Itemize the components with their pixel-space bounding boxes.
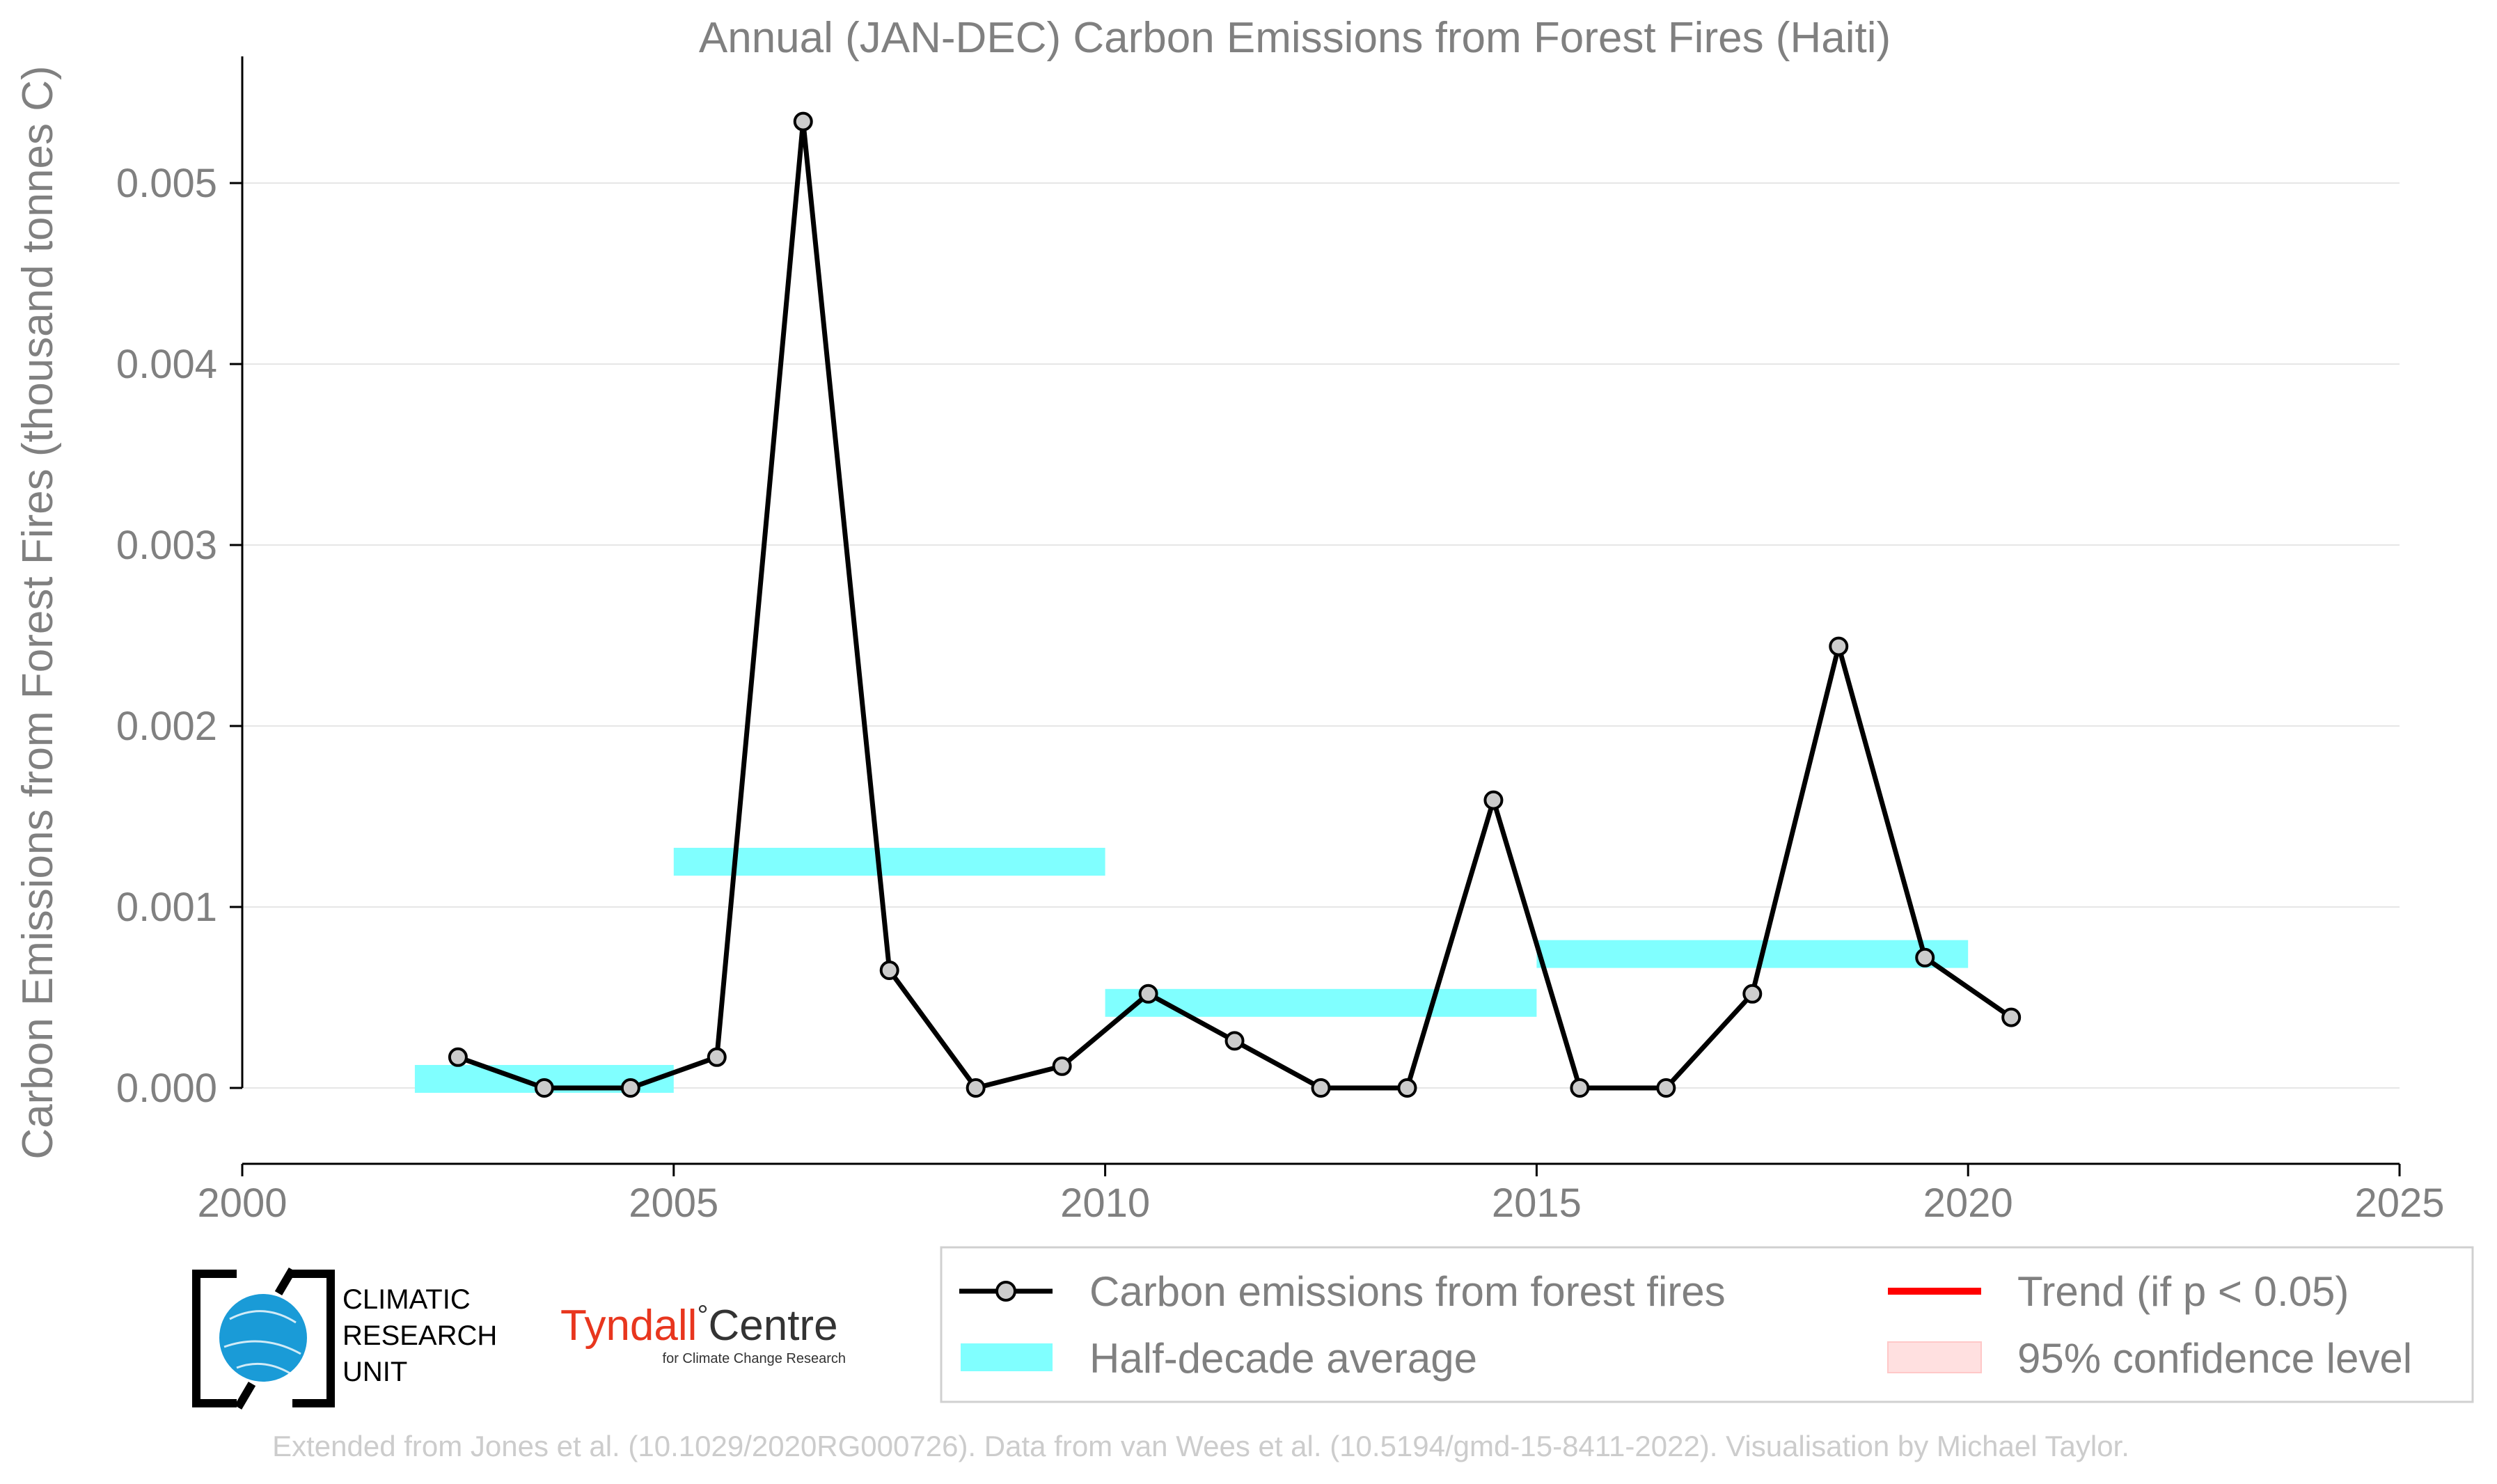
tyndall-logo: Tyndall°Centre for Climate Change Resear… — [560, 1300, 846, 1366]
axes: 0.000 0.001 0.002 0.003 0.004 0.005 2000 2005 20… — [116, 56, 2445, 1226]
emissions-point-11 — [1397, 1078, 1417, 1098]
y-tick-label-5: 0.005 — [116, 161, 217, 206]
x-tick-label-3: 2015 — [1492, 1181, 1582, 1226]
cru-text-line-2: RESEARCH — [342, 1320, 497, 1351]
y-tick-label-0: 0.000 — [116, 1066, 217, 1111]
legend-label-trend: Trend (if p < 0.05) — [2017, 1268, 2349, 1315]
emissions-point-8 — [1138, 984, 1158, 1004]
grid-lines — [242, 182, 2400, 1089]
y-tick-label-4: 0.004 — [116, 342, 217, 387]
credit-text: Extended from Jones et al. (10.1029/2020… — [272, 1430, 2129, 1462]
emissions-point-5 — [879, 961, 899, 980]
legend-half-decade-swatch — [961, 1343, 1053, 1371]
emissions-point-13 — [1570, 1078, 1590, 1098]
cru-logo: CLIMATIC RESEARCH UNIT — [192, 1267, 497, 1410]
cru-bracket-slash-bottom — [234, 1381, 256, 1410]
tyndall-degree: ° — [697, 1300, 708, 1331]
legend-marker-swatch — [995, 1281, 1016, 1302]
emissions-point-9 — [1224, 1031, 1245, 1051]
emissions-series — [448, 111, 2022, 1098]
emissions-point-2 — [620, 1078, 640, 1098]
x-tick-label-4: 2020 — [1923, 1181, 2013, 1226]
x-tick-label-5: 2025 — [2354, 1181, 2444, 1226]
emissions-point-10 — [1311, 1078, 1331, 1098]
y-axis-label: Carbon Emissions from Forest Fires (thou… — [14, 65, 62, 1159]
legend-label-half-decade: Half-decade average — [1089, 1335, 1477, 1382]
x-tick-label-1: 2005 — [629, 1181, 718, 1226]
legend-box — [940, 1246, 2474, 1403]
x-tick-label-2: 2010 — [1060, 1181, 1150, 1226]
legend-confidence-swatch — [1887, 1341, 1982, 1373]
half-decade-bar-3 — [1536, 940, 1969, 968]
emissions-point-18 — [2001, 1007, 2022, 1027]
cru-bracket-left-icon — [192, 1270, 237, 1407]
chart-title: Annual (JAN-DEC) Carbon Emissions from F… — [699, 14, 1891, 62]
cru-text-line-1: CLIMATIC — [342, 1284, 471, 1315]
emissions-point-7 — [1052, 1056, 1072, 1076]
y-tick-label-3: 0.003 — [116, 523, 217, 568]
cru-text-line-3: UNIT — [342, 1357, 407, 1387]
emissions-point-1 — [534, 1078, 554, 1098]
tyndall-subtitle: for Climate Change Research — [663, 1351, 846, 1366]
tyndall-name: Tyndall — [560, 1302, 697, 1350]
half-decade-bars — [414, 848, 1969, 1093]
legend-label-emissions: Carbon emissions from forest fires — [1089, 1268, 1726, 1315]
emissions-point-12 — [1483, 790, 1504, 810]
legend-label-confidence: 95% confidence level — [2017, 1335, 2412, 1382]
x-tick-label-0: 2000 — [197, 1181, 287, 1226]
emissions-point-17 — [1915, 947, 1935, 968]
emissions-point-4 — [793, 111, 813, 132]
legend: Carbon emissions from forest fires Half-… — [940, 1246, 2474, 1403]
globe-lines-icon — [223, 1310, 301, 1376]
emissions-point-14 — [1656, 1078, 1676, 1098]
emissions-point-15 — [1742, 984, 1763, 1004]
y-tick-label-2: 0.002 — [116, 704, 217, 749]
emissions-point-16 — [1829, 636, 1849, 656]
tyndall-wordmark: Tyndall°Centre — [560, 1300, 838, 1350]
y-tick-label-1: 0.001 — [116, 885, 217, 930]
emissions-point-6 — [966, 1078, 986, 1098]
half-decade-bar-1 — [673, 848, 1105, 876]
cru-bracket-slash-top — [274, 1267, 297, 1296]
emissions-point-0 — [448, 1047, 468, 1067]
globe-icon — [219, 1294, 307, 1382]
emissions-point-3 — [707, 1047, 727, 1067]
cru-bracket-right-icon — [292, 1270, 335, 1407]
tyndall-centre: Centre — [708, 1302, 837, 1350]
